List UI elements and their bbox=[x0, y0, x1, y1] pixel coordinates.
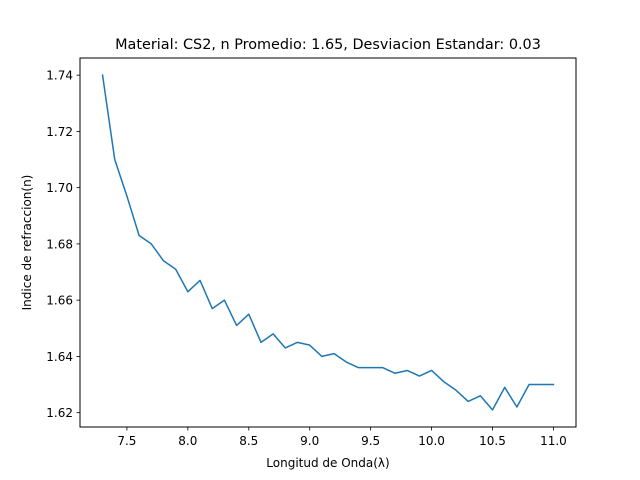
y-tick-label: 1.68 bbox=[46, 237, 73, 251]
x-axis-label: Longitud de Onda(λ) bbox=[266, 456, 389, 470]
x-tick-label: 7.5 bbox=[117, 434, 136, 448]
chart-title: Material: CS2, n Promedio: 1.65, Desviac… bbox=[115, 37, 541, 53]
plot-area bbox=[80, 58, 576, 427]
y-tick-label: 1.72 bbox=[46, 125, 73, 139]
plot-frame bbox=[79, 57, 577, 428]
x-tick-label: 10.0 bbox=[418, 434, 445, 448]
y-tick-label: 1.64 bbox=[46, 350, 73, 364]
y-axis-label: Indice de refraccion(n) bbox=[20, 175, 34, 311]
x-tick-label: 9.5 bbox=[361, 434, 380, 448]
x-tick-label: 10.5 bbox=[479, 434, 506, 448]
x-axis-ticks: 7.5 8.0 8.5 9.0 9.5 10.0 10.5 11.0 bbox=[117, 427, 567, 448]
x-tick-label: 9.0 bbox=[300, 434, 319, 448]
x-tick-label: 11.0 bbox=[540, 434, 567, 448]
y-axis-ticks: 1.62 1.64 1.66 1.68 1.70 1.72 1.74 bbox=[46, 69, 80, 420]
x-tick-label: 8.0 bbox=[178, 434, 197, 448]
series-line bbox=[101, 74, 555, 411]
x-tick-label: 8.5 bbox=[239, 434, 258, 448]
y-tick-label: 1.74 bbox=[46, 69, 73, 83]
y-tick-label: 1.66 bbox=[46, 294, 73, 308]
y-tick-label: 1.62 bbox=[46, 406, 73, 420]
series-layer bbox=[101, 74, 555, 411]
y-tick-label: 1.70 bbox=[46, 181, 73, 195]
